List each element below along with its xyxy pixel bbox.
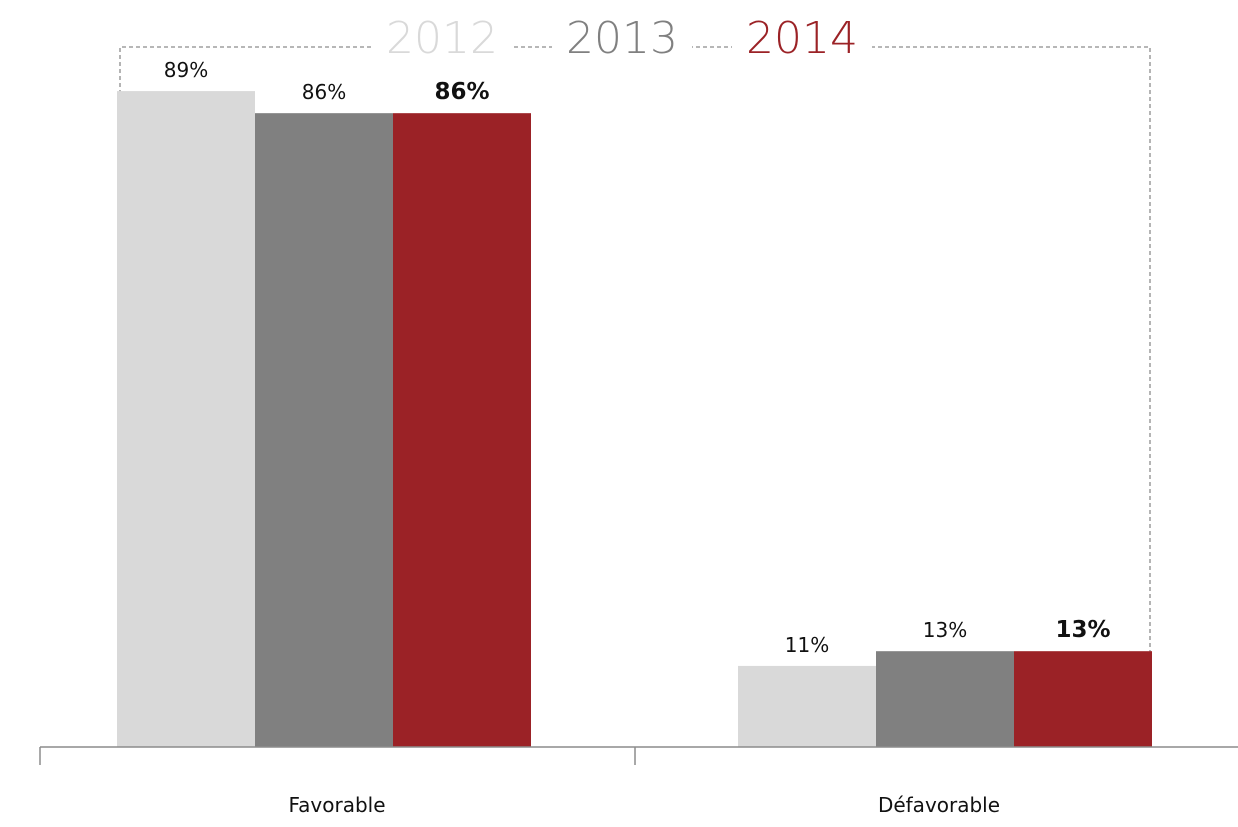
legend-label-2014: 2014 xyxy=(746,13,858,64)
category-label-defavorable: Défavorable xyxy=(878,793,1000,817)
category-label-favorable: Favorable xyxy=(288,793,385,817)
legend-bg-2014 xyxy=(732,12,872,58)
legend-label-2012: 2012 xyxy=(386,13,498,64)
data-label-defavorable-2014: 13% xyxy=(1055,617,1110,643)
data-labels: 89% 86% 86% 11% 13% 13% xyxy=(164,58,1111,657)
legend-bg-2013 xyxy=(552,12,692,58)
bar-defavorable-2013 xyxy=(876,651,1014,747)
x-axis xyxy=(39,746,1238,765)
bar-defavorable-2012 xyxy=(738,665,876,747)
data-label-defavorable-2012: 11% xyxy=(785,633,829,657)
data-label-favorable-2013: 86% xyxy=(302,80,346,104)
bar-favorable-2012 xyxy=(117,91,255,747)
bar-favorable-2014 xyxy=(393,113,531,748)
bar-favorable-2013 xyxy=(255,113,393,748)
bars xyxy=(117,91,1152,748)
legend: 2012 2013 2014 xyxy=(372,12,872,64)
data-label-favorable-2014: 86% xyxy=(434,79,489,105)
legend-label-2013: 2013 xyxy=(566,13,678,64)
bar-defavorable-2014 xyxy=(1014,651,1152,747)
legend-bg-2012 xyxy=(372,12,512,58)
data-label-favorable-2012: 89% xyxy=(164,58,208,82)
data-label-defavorable-2013: 13% xyxy=(923,618,967,642)
category-labels: Favorable Défavorable xyxy=(288,793,1000,817)
